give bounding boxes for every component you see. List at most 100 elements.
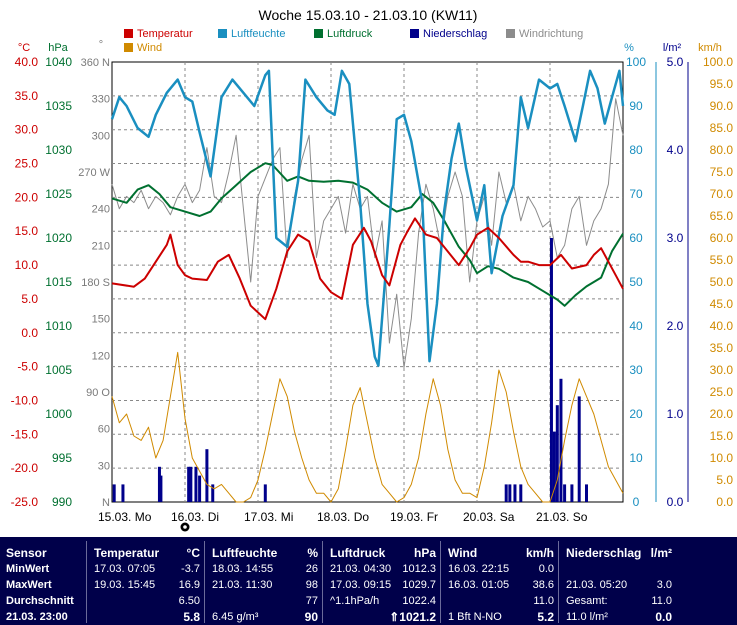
winddir-axis-unit: ° bbox=[99, 39, 103, 51]
rain-bar bbox=[263, 484, 267, 502]
temp-current: 5.8 bbox=[183, 610, 200, 624]
hum-absolute: 6.45 g/m³ bbox=[212, 611, 259, 623]
row-label-min: MinWert bbox=[6, 563, 50, 575]
rain-bar bbox=[570, 484, 574, 502]
legend-swatch bbox=[124, 43, 133, 52]
rain-bar bbox=[519, 484, 523, 502]
temp-header: Temperatur bbox=[94, 546, 160, 560]
rain-tick-label: 1.0 bbox=[667, 407, 684, 421]
wind-tick-label: 100.0 bbox=[703, 55, 733, 69]
hum-max-value: 98 bbox=[305, 579, 318, 591]
row-label-now: 21.03. 23:00 bbox=[6, 611, 68, 623]
weather-chart: Woche 15.03.10 - 21.03.10 (KW11) Tempera… bbox=[10, 7, 734, 532]
pressure-tick-label: 1015 bbox=[45, 275, 72, 289]
wind-speed-line bbox=[111, 351, 624, 503]
pres-min-time: 21.03. 04:30 bbox=[330, 563, 392, 575]
x-axis-label: 21.03. So bbox=[536, 510, 588, 524]
wind-tick-label: 0.0 bbox=[716, 495, 733, 509]
x-axis-label: 20.03. Sa bbox=[463, 510, 515, 524]
rain-unit: l/m² bbox=[650, 546, 672, 560]
wind-tick-label: 75.0 bbox=[710, 165, 734, 179]
humidity-line bbox=[110, 69, 625, 367]
wind-tick-label: 60.0 bbox=[710, 231, 734, 245]
rain-bar bbox=[189, 466, 193, 502]
hum-max-time: 21.03. 11:30 bbox=[212, 579, 273, 591]
hum-unit: % bbox=[307, 546, 318, 560]
humidity-tick-label: 20 bbox=[629, 407, 643, 421]
legend-swatch bbox=[218, 29, 227, 38]
wind-tick-label: 45.0 bbox=[710, 297, 734, 311]
rain-bars bbox=[112, 238, 588, 502]
rain-max-value: 3.0 bbox=[656, 579, 672, 591]
humidity-tick-label: 60 bbox=[629, 231, 643, 245]
rain-bar bbox=[585, 484, 588, 502]
wind-max-time: 16.03. 01:05 bbox=[448, 579, 510, 591]
x-axis-label: 16.03. Di bbox=[171, 510, 219, 524]
wind-tick-label: 70.0 bbox=[710, 187, 734, 201]
rain-header: Niederschlag bbox=[566, 546, 642, 560]
wind-tick-label: 25.0 bbox=[710, 385, 734, 399]
stats-wind-column: Wind km/h 16.03. 22:15 0.0 16.03. 01:05 38.… bbox=[442, 537, 558, 625]
rain-bar bbox=[555, 405, 559, 502]
pres-max-value: 1029.7 bbox=[402, 579, 436, 591]
winddir-tick-label: 300 bbox=[92, 130, 110, 142]
rain-max-time: 21.03. 05:20 bbox=[566, 579, 628, 591]
wind-unit: km/h bbox=[525, 546, 554, 560]
pressure-tick-label: 1040 bbox=[45, 55, 72, 69]
legend-swatch bbox=[506, 29, 515, 38]
wind-tick-label: 20.0 bbox=[710, 407, 734, 421]
stats-humidity-column: Luftfeuchte% 18.03. 14:55 26 21.03. 11:30… bbox=[206, 537, 322, 625]
chart-legend: Temperatur Luftfeuchte Luftdruck Niederschl… bbox=[124, 28, 583, 54]
temp-tick-label: -10.0 bbox=[11, 393, 39, 407]
winddir-tick-label: 60 bbox=[98, 424, 110, 436]
temp-tick-label: 40.0 bbox=[15, 55, 39, 69]
humidity-tick-label: 0 bbox=[633, 495, 640, 509]
humidity-tick-label: 50 bbox=[629, 275, 643, 289]
rain-bar bbox=[205, 449, 209, 502]
temp-tick-label: -5.0 bbox=[17, 360, 38, 374]
wind-max-value: 38.6 bbox=[532, 579, 554, 591]
wind-beaufort: 1 Bft N-NO bbox=[448, 611, 502, 623]
rain-tick-label: 3.0 bbox=[667, 231, 684, 245]
temp-tick-label: 10.0 bbox=[15, 258, 39, 272]
rain-tick-label: 4.0 bbox=[667, 143, 684, 157]
hum-current: 90 bbox=[304, 610, 318, 624]
temp-tick-label: 25.0 bbox=[15, 157, 39, 171]
rain-total-label: Gesamt: bbox=[566, 595, 608, 607]
x-axis-label: 18.03. Do bbox=[317, 510, 369, 524]
rain-total-value: 11.0 bbox=[651, 595, 672, 607]
pres-trend-value: 1022.4 bbox=[402, 595, 436, 607]
winddir-tick-label: 240 bbox=[92, 204, 110, 216]
wind-current: 5.2 bbox=[537, 610, 554, 624]
temp-tick-label: -20.0 bbox=[11, 461, 39, 475]
winddir-tick-label: 360 N bbox=[81, 57, 110, 69]
hum-min-time: 18.03. 14:55 bbox=[212, 563, 274, 575]
rain-axis-unit: l/m² bbox=[663, 42, 682, 54]
rain-bar bbox=[559, 378, 563, 502]
humidity-tick-label: 70 bbox=[629, 187, 643, 201]
rain-bar bbox=[159, 475, 163, 502]
pres-min-value: 1012.3 bbox=[402, 563, 436, 575]
wind-tick-label: 55.0 bbox=[710, 253, 734, 267]
temp-tick-label: -25.0 bbox=[11, 495, 39, 509]
humidity-tick-label: 90 bbox=[629, 99, 643, 113]
stats-divider bbox=[86, 541, 87, 623]
wind-header: Wind bbox=[448, 546, 478, 560]
legend-label: Luftfeuchte bbox=[231, 28, 285, 40]
rain-bar bbox=[187, 466, 191, 502]
stats-temperature-column: Temperatur °C 17.03. 07:05 -3.7 19.03. 15:… bbox=[88, 537, 204, 625]
humidity-tick-label: 10 bbox=[629, 451, 643, 465]
temp-tick-label: 35.0 bbox=[15, 89, 39, 103]
winddir-tick-label: 330 bbox=[92, 94, 110, 106]
x-axis-labels: 15.03. Mo 16.03. Di 17.03. Mi 18.03. Do 19.0… bbox=[98, 510, 588, 524]
winddir-tick-label: 120 bbox=[92, 350, 110, 362]
wind-min-time: 16.03. 22:15 bbox=[448, 563, 510, 575]
wind-tick-label: 30.0 bbox=[710, 363, 734, 377]
rain-tick-label: 5.0 bbox=[667, 55, 684, 69]
rain-tick-label: 0.0 bbox=[667, 495, 684, 509]
wind-tick-label: 50.0 bbox=[710, 275, 734, 289]
pres-header: Luftdruck bbox=[330, 546, 386, 560]
humidity-tick-label: 100 bbox=[626, 55, 646, 69]
wind-direction-line bbox=[111, 98, 624, 369]
humidity-tick-label: 40 bbox=[629, 319, 643, 333]
